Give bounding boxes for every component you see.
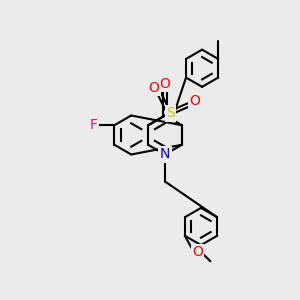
Text: O: O xyxy=(189,94,200,108)
Text: O: O xyxy=(160,77,170,91)
Text: F: F xyxy=(89,118,97,132)
Text: S: S xyxy=(166,106,175,120)
Text: N: N xyxy=(160,148,170,161)
Text: O: O xyxy=(192,245,203,259)
Text: O: O xyxy=(149,81,160,95)
